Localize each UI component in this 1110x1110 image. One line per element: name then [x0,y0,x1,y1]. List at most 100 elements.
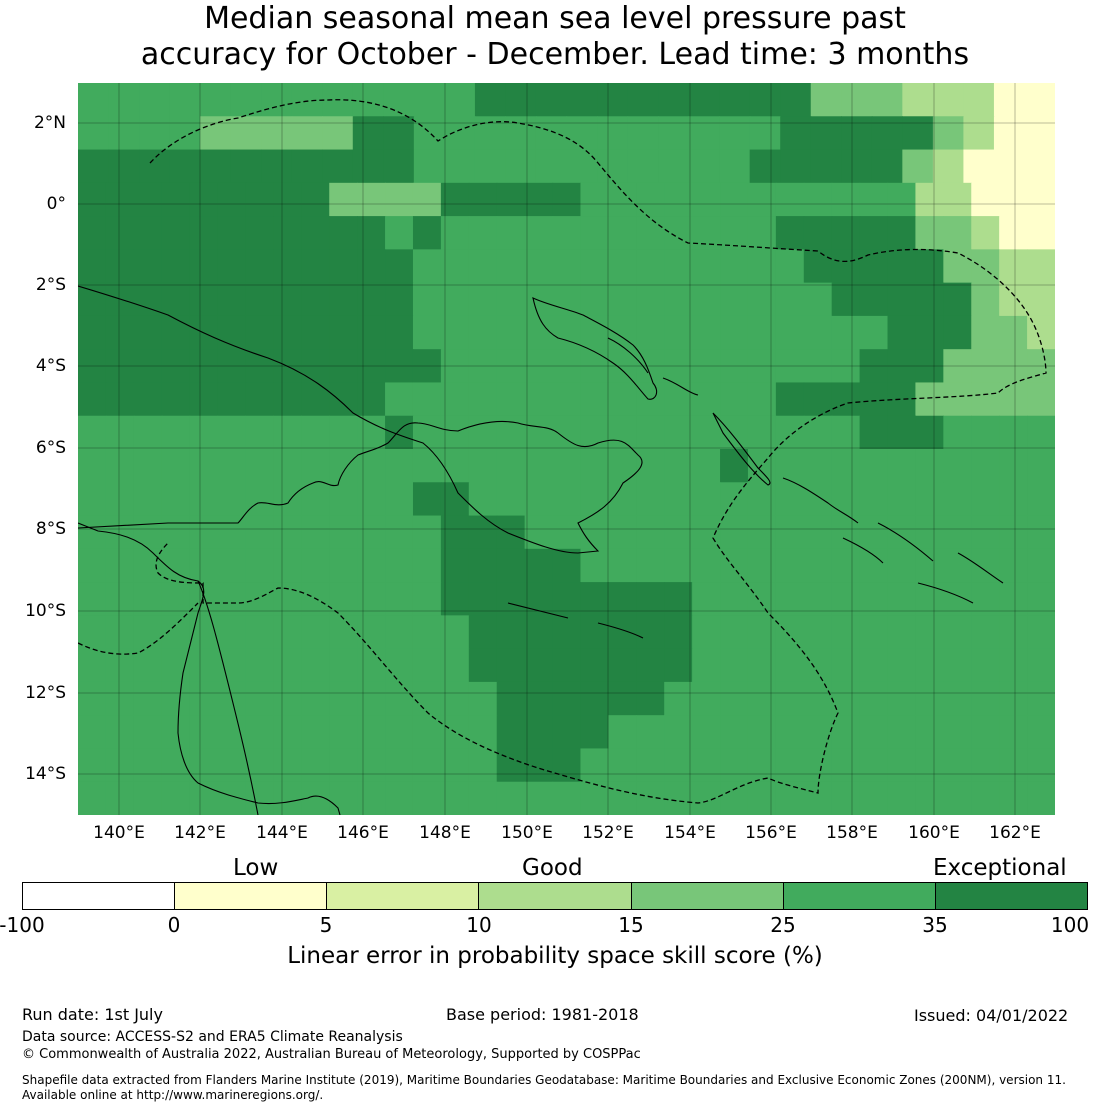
skill-cell [505,116,537,151]
skill-cell [552,582,582,616]
skill-cell [385,349,414,384]
skill-cell [496,715,526,750]
skill-cell [474,116,507,151]
skill-cell [841,83,873,117]
skill-cell [133,349,163,384]
skill-cell [943,582,972,616]
skill-cell [552,781,582,815]
png-eez-boundary [149,99,1047,804]
skill-cell [859,548,889,583]
skill-cell [971,648,1000,683]
skill-cell [161,582,191,616]
skill-cell [385,249,414,284]
category-good: Good [522,855,583,881]
skill-cell [552,648,582,683]
skill-cell [440,515,470,550]
australia-eez-boundary [78,602,199,655]
skill-cell [999,548,1028,583]
skill-cell [831,182,861,217]
skill-cell [552,382,582,417]
skill-cell [692,349,721,384]
skill-cell [105,349,135,384]
skill-cell [943,548,972,583]
skill-cell [301,382,330,417]
skill-cell [78,681,107,716]
colorbar-tick: 0 [167,913,181,937]
skill-cell [608,615,637,650]
skill-cell [831,315,861,350]
skill-cell [105,748,135,783]
skill-cell [413,83,445,117]
skill-cell [357,515,386,550]
skill-cell [859,482,889,517]
skill-cell [1024,149,1055,184]
skill-cell [78,615,107,650]
skill-cell [692,548,721,583]
skill-cell [301,349,330,384]
skill-cell [189,781,219,815]
skill-cell [412,382,442,417]
skill-cell [803,548,833,583]
skill-cell [887,216,917,250]
skill-cell [217,548,247,583]
skill-cell [552,482,582,517]
skill-cell [552,449,582,483]
skill-cell [636,715,665,750]
colorbar-segment [175,883,328,909]
skill-cell [133,249,163,284]
skill-cell [412,781,442,815]
skill-cell [189,515,219,550]
skill-cell [664,515,693,550]
skill-cell [385,615,414,650]
skill-cell [444,116,476,151]
skill-cell [133,315,163,350]
skill-cell [692,515,721,550]
skill-cell [692,315,721,350]
skill-cell [999,681,1028,716]
skill-cell [775,249,805,284]
skill-cell [273,482,302,517]
skill-cell [105,216,135,250]
skill-cell [999,748,1028,783]
skill-cell [971,449,1000,483]
colorbar-tick: -100 [0,913,45,937]
skill-cell [943,382,972,417]
skill-cell [692,382,721,417]
skill-cell [720,216,749,250]
skill-cell [943,681,972,716]
lon-label: 154°E [664,823,716,843]
skill-cell [468,449,498,483]
skill-cell [780,116,812,151]
skill-cell [273,415,302,450]
skill-cell [627,83,659,117]
solomon-islands-coast [782,477,1004,604]
lat-label: 2°S [35,275,66,295]
skill-cell [161,449,191,483]
skill-cell [803,582,833,616]
lon-label: 162°E [989,823,1041,843]
skill-cell [468,681,498,716]
skill-cell [385,515,414,550]
skill-cell [831,349,861,384]
skill-cell [329,282,358,317]
skill-cell [775,615,805,650]
skill-cell [887,449,917,483]
skill-cell [78,715,107,750]
skill-cell [747,282,777,317]
skill-cell [943,282,972,317]
skill-cell [1027,648,1055,683]
skill-cell [245,715,274,750]
skill-cell [440,216,470,250]
skill-cell [273,315,302,350]
skill-cell [608,748,637,783]
category-exceptional: Exceptional [933,855,1067,881]
skill-cell [871,83,903,117]
skill-cell [78,349,107,384]
skill-cell [217,748,247,783]
skill-cell [720,282,749,317]
skill-cell [412,415,442,450]
skill-cell [301,748,330,783]
skill-cell [608,515,637,550]
skill-cell [217,282,247,317]
skill-cell [468,482,498,517]
